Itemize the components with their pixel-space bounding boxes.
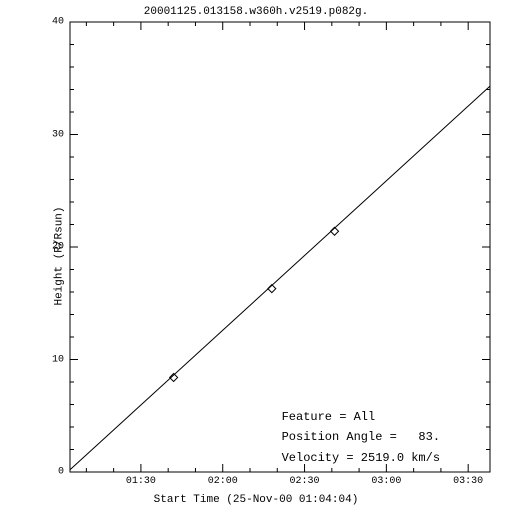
x-tick-label: 01:30 xyxy=(126,476,156,487)
annotation-text: Position Angle = 83. xyxy=(282,430,440,444)
fit-line xyxy=(70,86,490,470)
x-tick-label: 02:00 xyxy=(208,476,238,487)
y-tick-label: 10 xyxy=(36,354,64,365)
plot-box xyxy=(70,22,490,472)
y-tick-label: 30 xyxy=(36,129,64,140)
y-axis-label: Height (R/Rsun) xyxy=(54,206,66,305)
y-tick-label: 20 xyxy=(36,242,64,253)
annotation-text: Feature = All xyxy=(282,410,376,424)
chart-title: 20001125.013158.w360h.v2519.p082g. xyxy=(0,6,512,18)
y-tick-label: 0 xyxy=(36,467,64,478)
chart-container: 20001125.013158.w360h.v2519.p082g. Heigh… xyxy=(0,0,512,512)
y-tick-label: 40 xyxy=(36,17,64,28)
x-tick-label: 03:30 xyxy=(453,476,483,487)
x-tick-label: 03:00 xyxy=(371,476,401,487)
annotation-text: Velocity = 2519.0 km/s xyxy=(282,451,440,465)
x-tick-label: 02:30 xyxy=(290,476,320,487)
x-axis-label: Start Time (25-Nov-00 01:04:04) xyxy=(0,494,512,506)
